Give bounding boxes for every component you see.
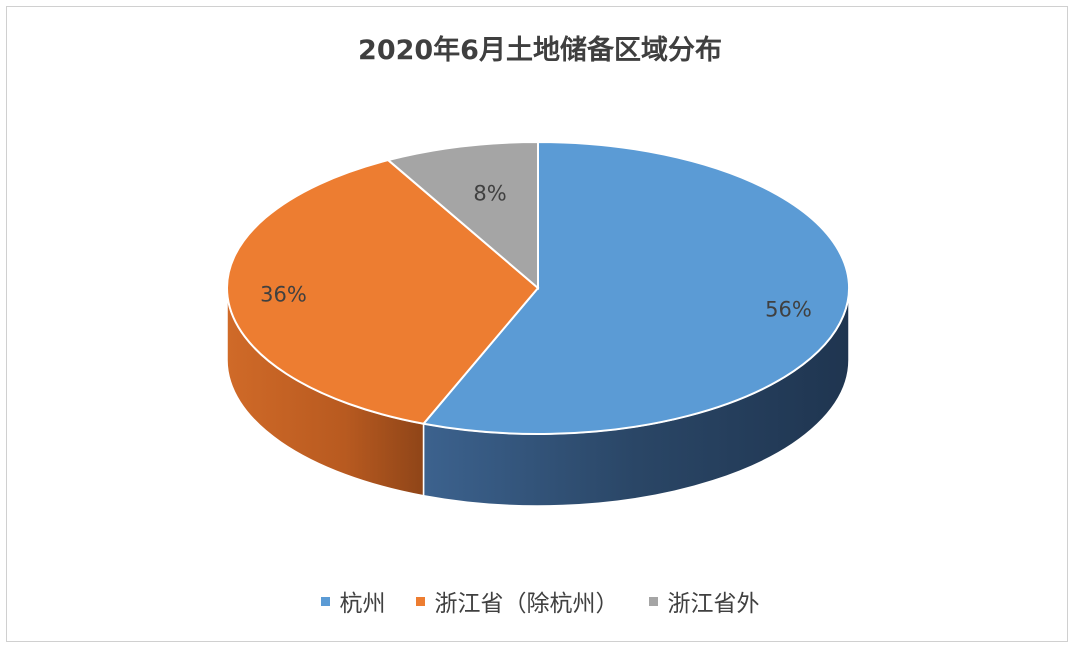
legend-swatch-hangzhou <box>320 596 330 606</box>
legend-label-zhejiang-excl-hangzhou: 浙江省（除杭州） <box>434 591 619 617</box>
legend-label-hangzhou: 杭州 <box>339 591 386 617</box>
pie-slice-outside-zhejiang <box>386 140 539 291</box>
chart-title: 2020年6月土地储备区域分布 <box>358 35 722 66</box>
legend-item-outside-zhejiang: 浙江省外 <box>648 584 760 618</box>
legend: 杭州 浙江省（除杭州） 浙江省外 <box>0 584 1080 618</box>
legend-item-hangzhou: 杭州 <box>320 584 386 618</box>
data-label-outside-zhejiang: 8% <box>473 181 506 205</box>
pie-slice-zhejiang-excl-hangzhou <box>226 158 540 425</box>
legend-item-zhejiang-excl-hangzhou: 浙江省（除杭州） <box>415 584 619 618</box>
legend-label-outside-zhejiang: 浙江省外 <box>667 591 760 617</box>
data-label-hangzhou: 56% <box>765 297 812 321</box>
pie-slice-hangzhou <box>421 140 850 435</box>
legend-swatch-zhejiang-excl-hangzhou <box>415 596 425 606</box>
data-label-zhejiang-excl-hangzhou: 36% <box>260 283 307 307</box>
legend-swatch-outside-zhejiang <box>648 596 658 606</box>
